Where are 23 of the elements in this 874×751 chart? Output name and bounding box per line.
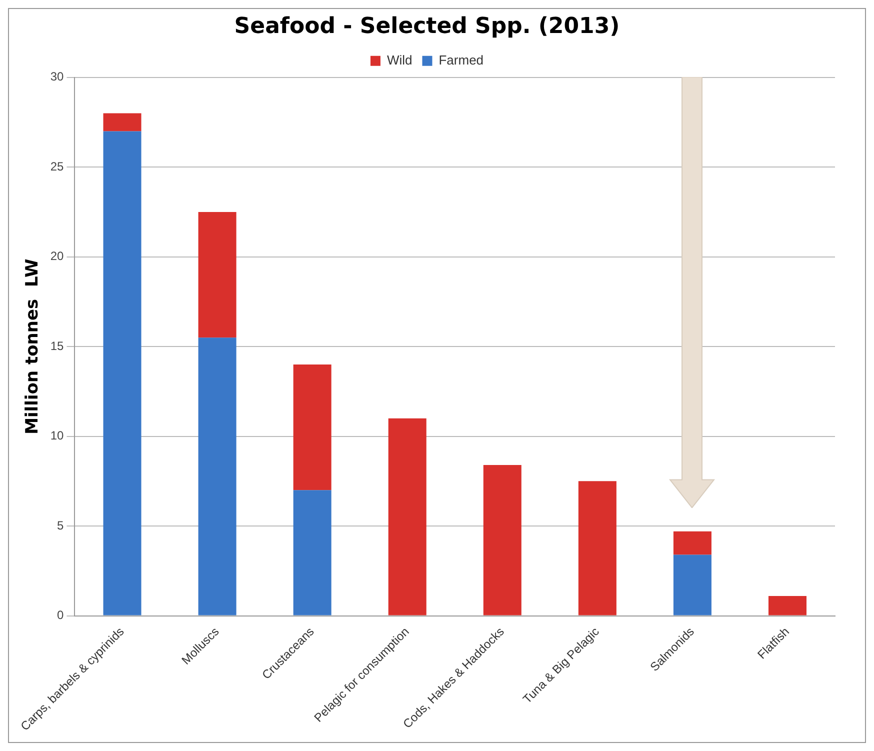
bar (483, 465, 522, 616)
y-tick-label: 25 (50, 159, 64, 174)
y-tick-label: 5 (57, 518, 64, 532)
y-tick-label: 20 (50, 249, 64, 264)
bar (578, 481, 616, 616)
bar (103, 131, 142, 616)
y-tick-label: 0 (57, 608, 64, 622)
bar (673, 531, 712, 555)
bar (768, 596, 806, 616)
bar (293, 364, 332, 490)
bar (673, 554, 712, 616)
y-axis-title: Million tonnes LW (22, 258, 43, 434)
legend-label: Wild (386, 52, 412, 68)
y-tick-label: 30 (50, 70, 64, 84)
bar (198, 212, 236, 338)
bar (198, 338, 236, 616)
y-tick-label: 10 (50, 428, 64, 443)
bar (388, 418, 426, 616)
chart-title: Seafood - Selected Spp. (2013) (234, 14, 620, 39)
bar (293, 490, 332, 616)
bar (103, 113, 142, 132)
y-tick-label: 15 (50, 338, 64, 353)
legend-label: Farmed (438, 52, 484, 68)
